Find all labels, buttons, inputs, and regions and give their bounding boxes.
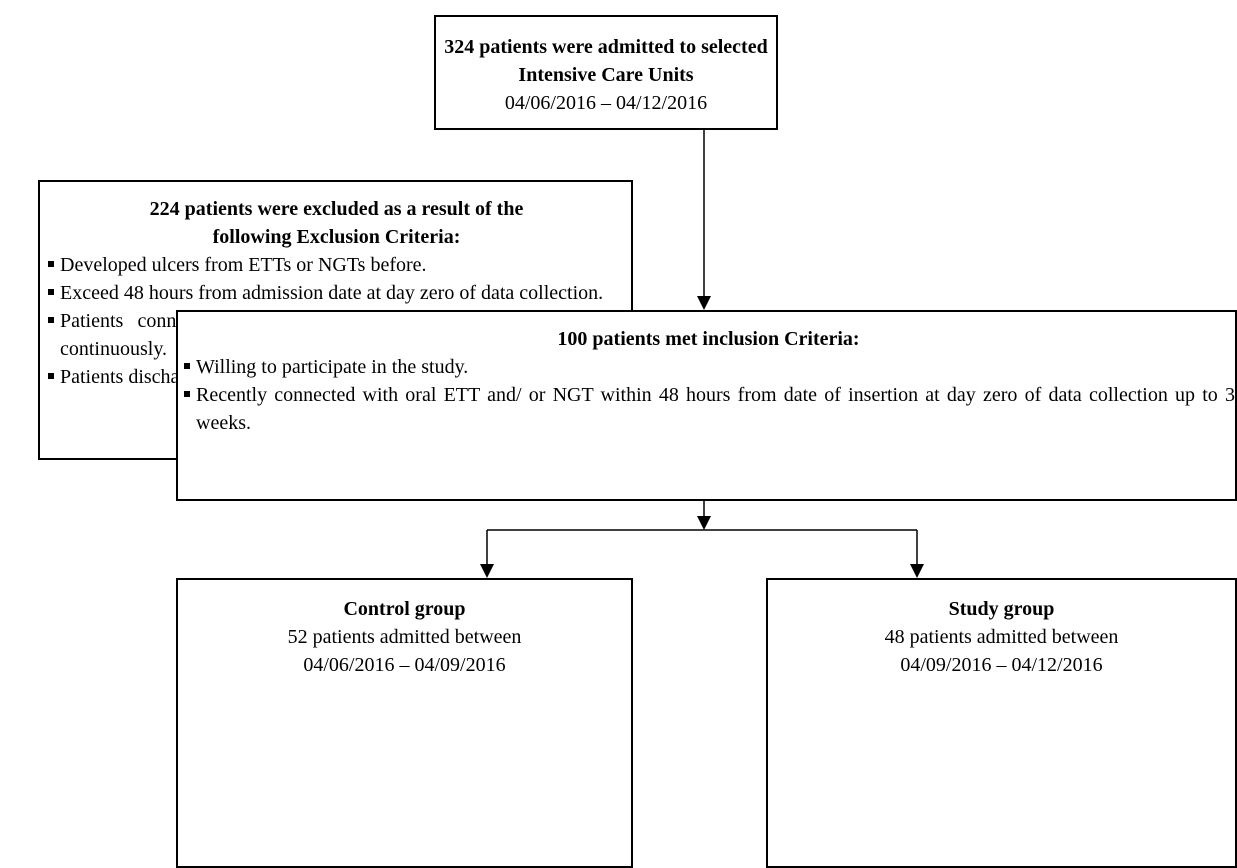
box-title: Control group xyxy=(343,598,466,620)
box-title: 224 patients were excluded as a result o… xyxy=(149,198,524,220)
box-title: following Exclusion Criteria: xyxy=(212,226,461,248)
bullet-item: Recently connected with oral ETT and/ or… xyxy=(182,381,1235,437)
box-line: 04/06/2016 – 04/12/2016 xyxy=(504,92,708,114)
bullet-item: Willing to participate in the study. xyxy=(182,353,1235,381)
bullet-list: Willing to participate in the study. Rece… xyxy=(182,353,1235,437)
admission-box: 324 patients were admitted to selected In… xyxy=(434,15,778,130)
box-title: Intensive Care Units xyxy=(518,64,694,86)
inclusion-box: 100 patients met inclusion Criteria: Will… xyxy=(176,310,1237,501)
bullet-item: Exceed 48 hours from admission date at d… xyxy=(46,279,627,307)
box-title: 324 patients were admitted to selected xyxy=(444,36,768,58)
box-line: 48 patients admitted between xyxy=(884,626,1119,648)
box-line: 52 patients admitted between xyxy=(287,626,522,648)
study-box: Study group 48 patients admitted between 0… xyxy=(766,578,1237,868)
box-line: 04/09/2016 – 04/12/2016 xyxy=(900,654,1103,676)
box-title: Study group xyxy=(948,598,1055,620)
box-title: 100 patients met inclusion Criteria: xyxy=(557,328,860,350)
bullet-item: Developed ulcers from ETTs or NGTs befor… xyxy=(46,251,627,279)
control-box: Control group 52 patients admitted betwee… xyxy=(176,578,633,868)
box-line: 04/06/2016 – 04/09/2016 xyxy=(303,654,506,676)
